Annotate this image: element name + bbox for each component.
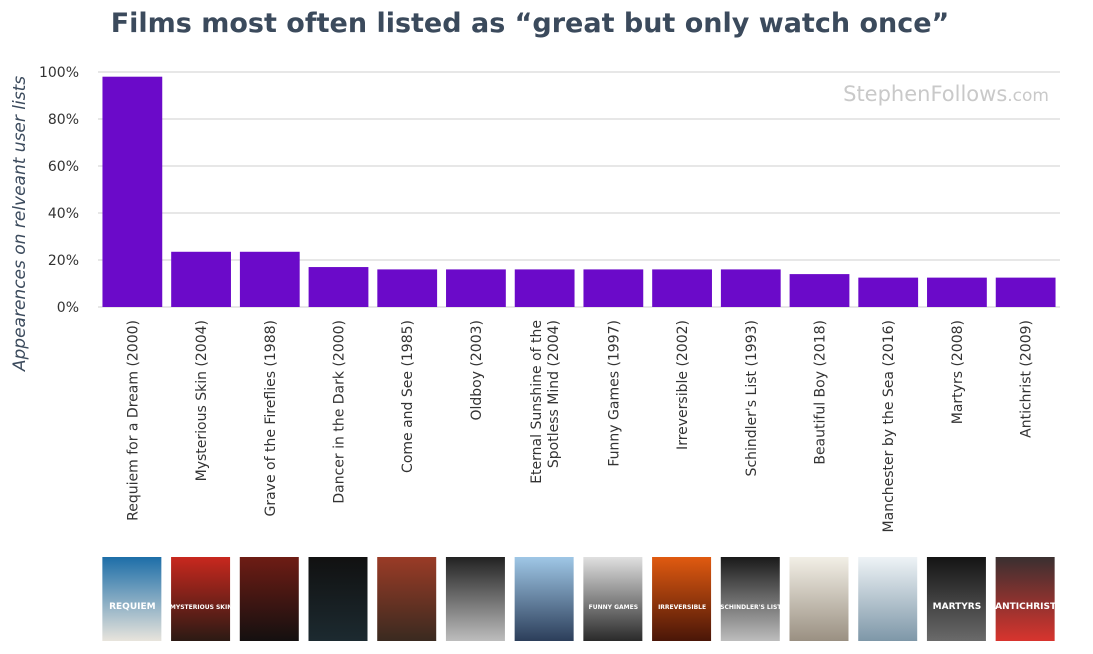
movie-poster <box>583 557 643 641</box>
y-tick-label: 100% <box>39 65 79 81</box>
x-tick-label: Antichrist (2009) <box>1019 320 1035 438</box>
poster-title: MARTYRS <box>933 602 982 612</box>
movie-poster <box>789 557 849 641</box>
bar <box>720 269 781 307</box>
poster-title: SCHINDLER'S LIST <box>720 604 782 611</box>
bar <box>858 277 919 307</box>
bar <box>514 269 575 307</box>
x-tick-label: Eternal Sunshine of theSpotless Mind (20… <box>529 320 562 484</box>
y-tick-label: 40% <box>48 206 79 222</box>
y-tick-label: 0% <box>57 300 79 316</box>
x-tick-label: Manchester by the Sea (2016) <box>881 320 897 532</box>
x-tick-label: Come and See (1985) <box>400 320 416 473</box>
x-tick-label: Funny Games (1997) <box>606 320 622 467</box>
y-tick-label: 80% <box>48 112 79 128</box>
chart-title: Films most often listed as “great but on… <box>110 8 950 39</box>
bar <box>171 251 231 307</box>
bar <box>789 274 850 307</box>
poster-title: ANTICHRIST <box>995 602 1057 612</box>
bar <box>583 269 644 307</box>
bar <box>446 269 506 307</box>
x-tick-label: Irreversible (2002) <box>675 320 691 450</box>
poster-title: REQUIEM <box>109 602 156 612</box>
movie-poster <box>995 557 1055 641</box>
movie-poster <box>926 557 986 641</box>
x-tick-label: Martyrs (2008) <box>950 320 966 424</box>
x-tick-label: Oldboy (2003) <box>469 320 485 421</box>
bar <box>995 277 1056 307</box>
movie-poster <box>720 557 780 641</box>
movie-poster <box>308 557 368 641</box>
bar <box>927 277 987 307</box>
movie-poster <box>514 557 574 641</box>
x-tick-label: Schindler's List (1993) <box>744 320 760 476</box>
bar <box>652 269 712 307</box>
x-tick-label: Mysterious Skin (2004) <box>194 320 210 481</box>
movie-poster <box>652 557 712 641</box>
poster-title: MYSTERIOUS SKIN <box>170 604 232 611</box>
y-tick-label: 60% <box>48 159 79 175</box>
x-tick-label: Requiem for a Dream (2000) <box>125 320 141 521</box>
movie-poster <box>858 557 918 641</box>
bar <box>377 269 438 307</box>
bar <box>308 267 369 307</box>
poster-title: IRREVERSIBLE <box>658 604 706 611</box>
movie-poster <box>239 557 299 641</box>
watermark: StephenFollows.com <box>843 82 1049 106</box>
poster-title: FUNNY GAMES <box>589 604 638 611</box>
y-tick-label: 20% <box>48 253 79 269</box>
x-tick-label: Grave of the Fireflies (1988) <box>263 320 279 517</box>
y-axis-label: Appearences on relveant user lists <box>10 76 30 372</box>
movie-poster <box>445 557 505 641</box>
x-tick-label: Beautiful Boy (2018) <box>813 320 829 465</box>
movie-poster <box>102 557 162 641</box>
movie-poster <box>171 557 231 641</box>
bar <box>239 251 300 307</box>
movie-poster <box>377 557 437 641</box>
bar <box>102 76 163 307</box>
x-tick-label: Dancer in the Dark (2000) <box>332 320 348 504</box>
